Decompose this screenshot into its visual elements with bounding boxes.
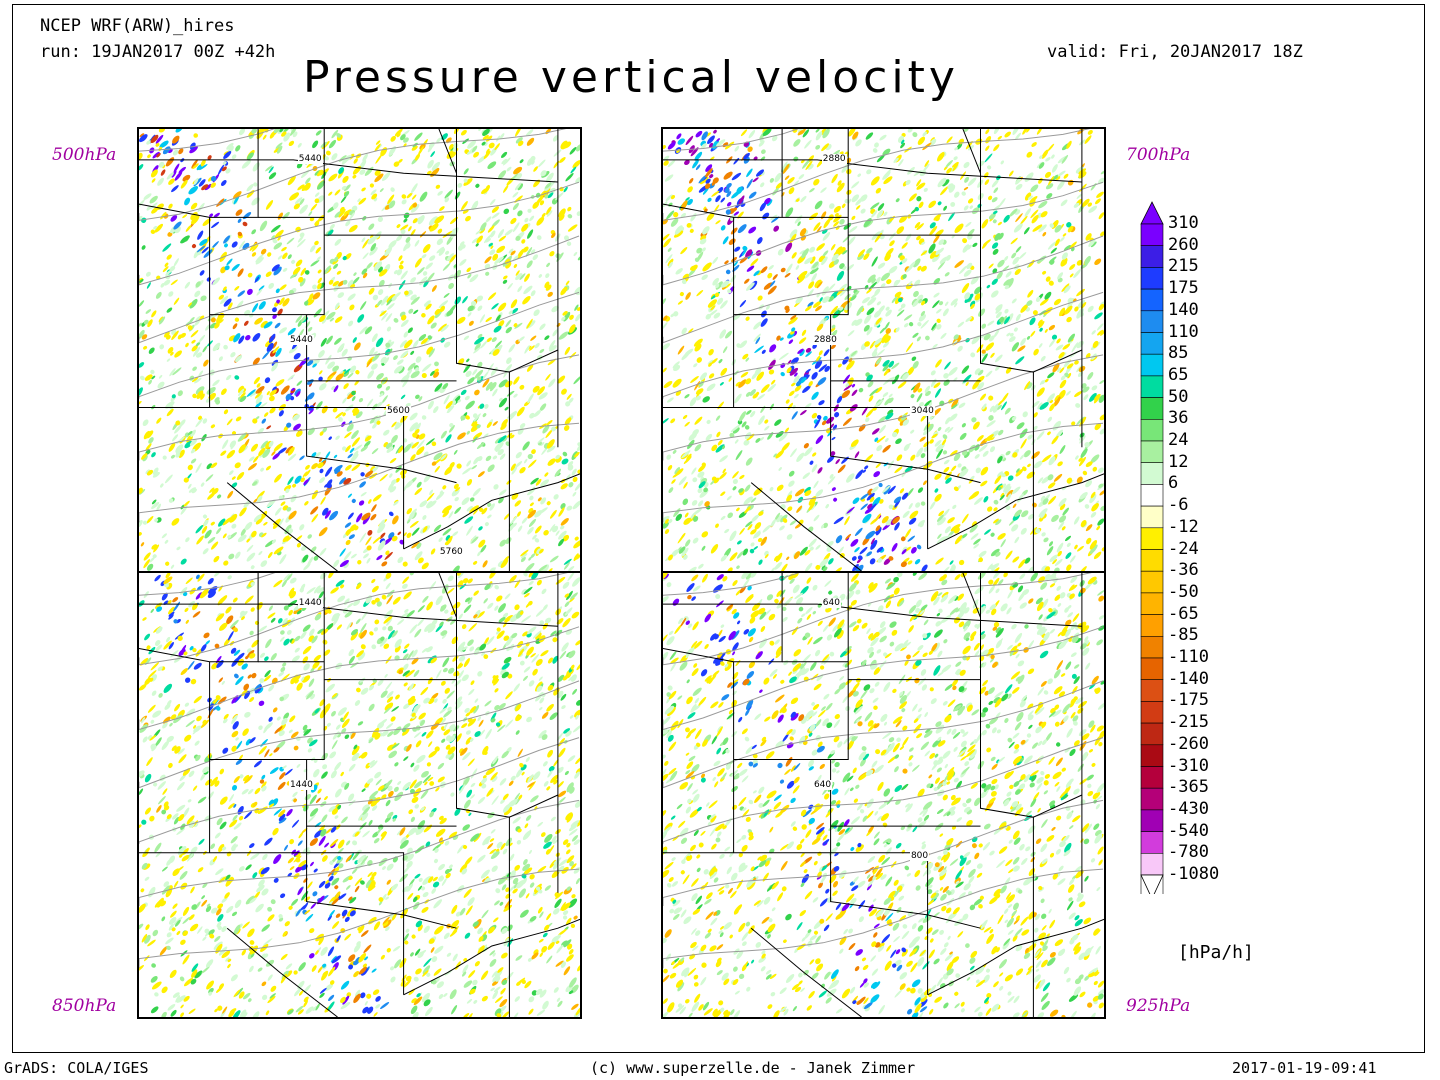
- scale-swatch: [1140, 375, 1164, 398]
- scale-label: -365: [1168, 777, 1209, 798]
- scale-arrow-top: [1140, 201, 1164, 225]
- scale-label: 260: [1168, 234, 1199, 255]
- scale-label: 65: [1168, 364, 1189, 385]
- contour-label: 5440: [288, 335, 314, 346]
- scale-swatch: [1140, 267, 1164, 290]
- plot-frame: [12, 4, 1425, 1053]
- scale-swatch: [1140, 397, 1164, 420]
- scale-swatch: [1140, 549, 1164, 572]
- scale-label: -260: [1168, 733, 1209, 754]
- scale-label: 50: [1168, 386, 1189, 407]
- scale-swatch: [1140, 505, 1164, 529]
- scale-swatch: [1140, 462, 1164, 485]
- map-field: [139, 573, 580, 1017]
- scale-label: -36: [1168, 560, 1199, 581]
- scale-label: -310: [1168, 755, 1209, 776]
- scale-swatch: [1140, 592, 1164, 615]
- scale-swatch: [1140, 722, 1164, 746]
- scale-label: 6: [1168, 473, 1179, 494]
- valid-time: valid: Fri, 20JAN2017 18Z: [1047, 42, 1303, 62]
- scale-label: 140: [1168, 299, 1199, 320]
- contour-label: 640: [812, 780, 833, 791]
- map-field: [663, 129, 1104, 571]
- scale-label: -85: [1168, 625, 1199, 646]
- scale-swatch: [1140, 527, 1164, 550]
- contour-label: 2880: [812, 335, 838, 346]
- contour-label: 5760: [438, 547, 464, 558]
- scale-swatch: [1140, 679, 1164, 702]
- scale-label: 215: [1168, 256, 1199, 277]
- scale-swatch: [1140, 570, 1164, 594]
- scale-label: 310: [1168, 213, 1199, 233]
- scale-swatch: [1140, 852, 1164, 876]
- scale-swatch: [1140, 744, 1164, 767]
- map-panel-850hpa: 1440 1440: [137, 571, 582, 1019]
- scale-label: -24: [1168, 538, 1199, 559]
- run-info: run: 19JAN2017 00Z +42h: [40, 42, 276, 62]
- contour-label: 1440: [297, 598, 323, 609]
- footer-timestamp: 2017-01-19-09:41: [1232, 1059, 1377, 1077]
- scale-label: -110: [1168, 647, 1209, 667]
- scale-label: 12: [1168, 451, 1189, 472]
- scale-label: -175: [1168, 690, 1209, 711]
- scale-swatch: [1140, 440, 1164, 464]
- scale-swatch: [1140, 809, 1164, 832]
- contour-label: 640: [821, 598, 841, 609]
- scale-swatch: [1140, 614, 1164, 637]
- scale-swatch: [1140, 766, 1164, 789]
- scale-label: 110: [1168, 321, 1199, 342]
- scale-swatch: [1140, 635, 1164, 659]
- level-label-700: 700hPa: [1126, 145, 1191, 165]
- scale-label: -430: [1168, 798, 1209, 819]
- level-label-500: 500hPa: [52, 145, 117, 165]
- color-scale-bar: [1140, 201, 1164, 894]
- contour-label: 5600: [385, 405, 411, 416]
- scale-swatch: [1140, 332, 1164, 355]
- scale-label: -1080: [1168, 864, 1220, 884]
- scale-label: 175: [1168, 278, 1199, 299]
- footer-credit: (c) www.superzelle.de - Janek Zimmer: [590, 1059, 916, 1077]
- contour-label: 800: [909, 851, 930, 862]
- scale-swatch: [1140, 310, 1164, 333]
- scale-label: 36: [1168, 408, 1189, 429]
- scale-swatch: [1140, 223, 1164, 247]
- scale-swatch: [1140, 245, 1164, 268]
- map-panel-700hpa: 2880 2880 3040: [661, 127, 1106, 573]
- scale-label: -50: [1168, 581, 1199, 602]
- chart-title: Pressure vertical velocity: [303, 52, 959, 103]
- map-panel-500hpa: 5440 5440 5600 5760: [137, 127, 582, 573]
- contour-label: 2880: [821, 153, 847, 164]
- scale-label: -140: [1168, 668, 1209, 689]
- scale-swatch: [1140, 787, 1164, 811]
- scale-swatch: [1140, 657, 1164, 681]
- scale-label: 85: [1168, 343, 1189, 364]
- scale-label: -215: [1168, 712, 1209, 733]
- map-field: [663, 573, 1104, 1017]
- scale-label: -540: [1168, 820, 1209, 841]
- scale-label: -65: [1168, 603, 1199, 624]
- scale-swatch: [1140, 288, 1164, 312]
- contour-label: 3040: [909, 405, 935, 416]
- contour-label: 5440: [297, 153, 323, 164]
- scale-label: -780: [1168, 842, 1209, 863]
- scale-label: -6: [1168, 495, 1189, 516]
- scale-swatch: [1140, 419, 1164, 442]
- scale-swatch: [1140, 701, 1164, 724]
- map-field: [139, 129, 580, 571]
- model-name: NCEP WRF(ARW)_hires: [40, 16, 235, 36]
- scale-swatch: [1140, 353, 1164, 377]
- map-panel-925hpa: 640 640 800: [661, 571, 1106, 1019]
- scale-arrow-bottom: [1140, 874, 1164, 894]
- level-label-850: 850hPa: [52, 996, 117, 1016]
- level-label-925: 925hPa: [1126, 996, 1191, 1016]
- scale-swatch: [1140, 831, 1164, 854]
- unit-label: [hPa/h]: [1178, 942, 1254, 963]
- contour-label: 1440: [288, 780, 314, 791]
- scale-label: 24: [1168, 430, 1189, 450]
- scale-swatch: [1140, 484, 1164, 507]
- scale-label: -12: [1168, 516, 1199, 537]
- footer-grads: GrADS: COLA/IGES: [4, 1059, 149, 1077]
